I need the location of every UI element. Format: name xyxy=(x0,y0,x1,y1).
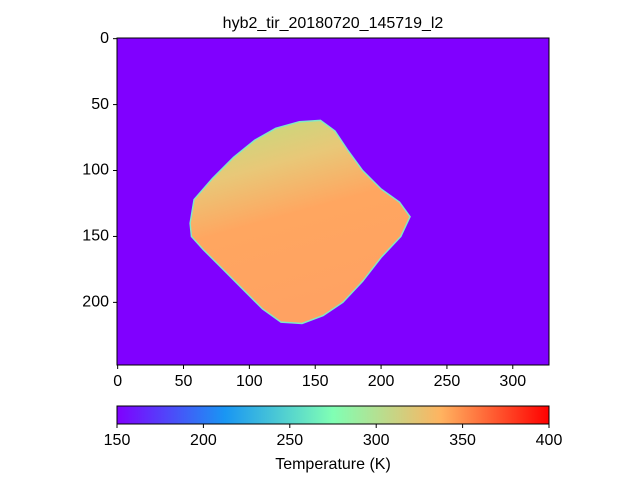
x-tick-label: 0 xyxy=(113,373,122,390)
asteroid xyxy=(189,119,411,325)
colorbar-tick-label: 200 xyxy=(190,432,217,449)
y-tick-label: 150 xyxy=(82,228,109,245)
y-tick-label: 200 xyxy=(82,294,109,311)
colorbar-tick-label: 150 xyxy=(104,432,131,449)
chart-title: hyb2_tir_20180720_145719_l2 xyxy=(223,15,444,32)
colorbar-tick-label: 300 xyxy=(363,432,390,449)
x-tick-label: 300 xyxy=(499,373,526,390)
y-tick-label: 50 xyxy=(91,96,109,113)
x-tick-label: 250 xyxy=(434,373,461,390)
colorbar-tick-label: 350 xyxy=(449,432,476,449)
colorbar-tick-label: 400 xyxy=(536,432,563,449)
asteroid-body xyxy=(189,119,411,325)
x-tick-label: 50 xyxy=(175,373,193,390)
x-tick-label: 200 xyxy=(368,373,395,390)
x-tick-label: 150 xyxy=(302,373,329,390)
axes-frame xyxy=(116,37,550,366)
colorbar-tick-label: 250 xyxy=(276,432,303,449)
colorbar-label: Temperature (K) xyxy=(275,456,391,473)
y-tick-label: 0 xyxy=(100,30,109,47)
colorbar xyxy=(116,405,550,425)
x-tick-label: 100 xyxy=(236,373,263,390)
y-tick-label: 100 xyxy=(82,162,109,179)
